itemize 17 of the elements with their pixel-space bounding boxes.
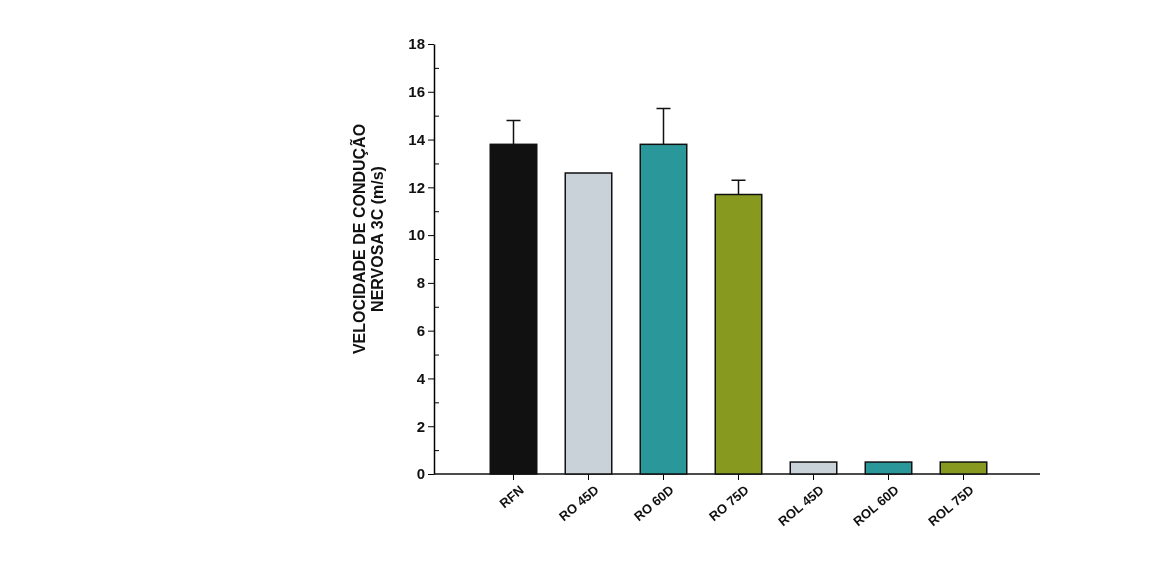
x-tick-label: RO 60D [631, 482, 677, 525]
y-tick-label: 6 [416, 321, 425, 339]
y-tick-label: 10 [408, 226, 425, 244]
y-tick-label: 18 [408, 35, 425, 53]
y-axis-title: VELOCIDADE DE CONDUÇÃO NERVOSA 3C (m/s) [349, 123, 387, 355]
y-tick-label: 14 [408, 130, 426, 148]
x-tick-label: ROL 60D [850, 482, 902, 529]
x-tick-label: RO 75D [706, 482, 752, 525]
y-tick-label: 0 [416, 465, 425, 483]
x-tick-label: ROL 75D [925, 482, 977, 529]
y-tick-label: 4 [416, 369, 426, 387]
x-tick-label: RO 45D [556, 482, 602, 525]
y-tick-label: 12 [408, 178, 425, 196]
y-tick-label: 2 [416, 417, 425, 435]
y-tick-label: 8 [416, 274, 425, 292]
y-tick-label: 16 [408, 83, 425, 101]
x-tick-label: ROL 45D [775, 482, 827, 529]
